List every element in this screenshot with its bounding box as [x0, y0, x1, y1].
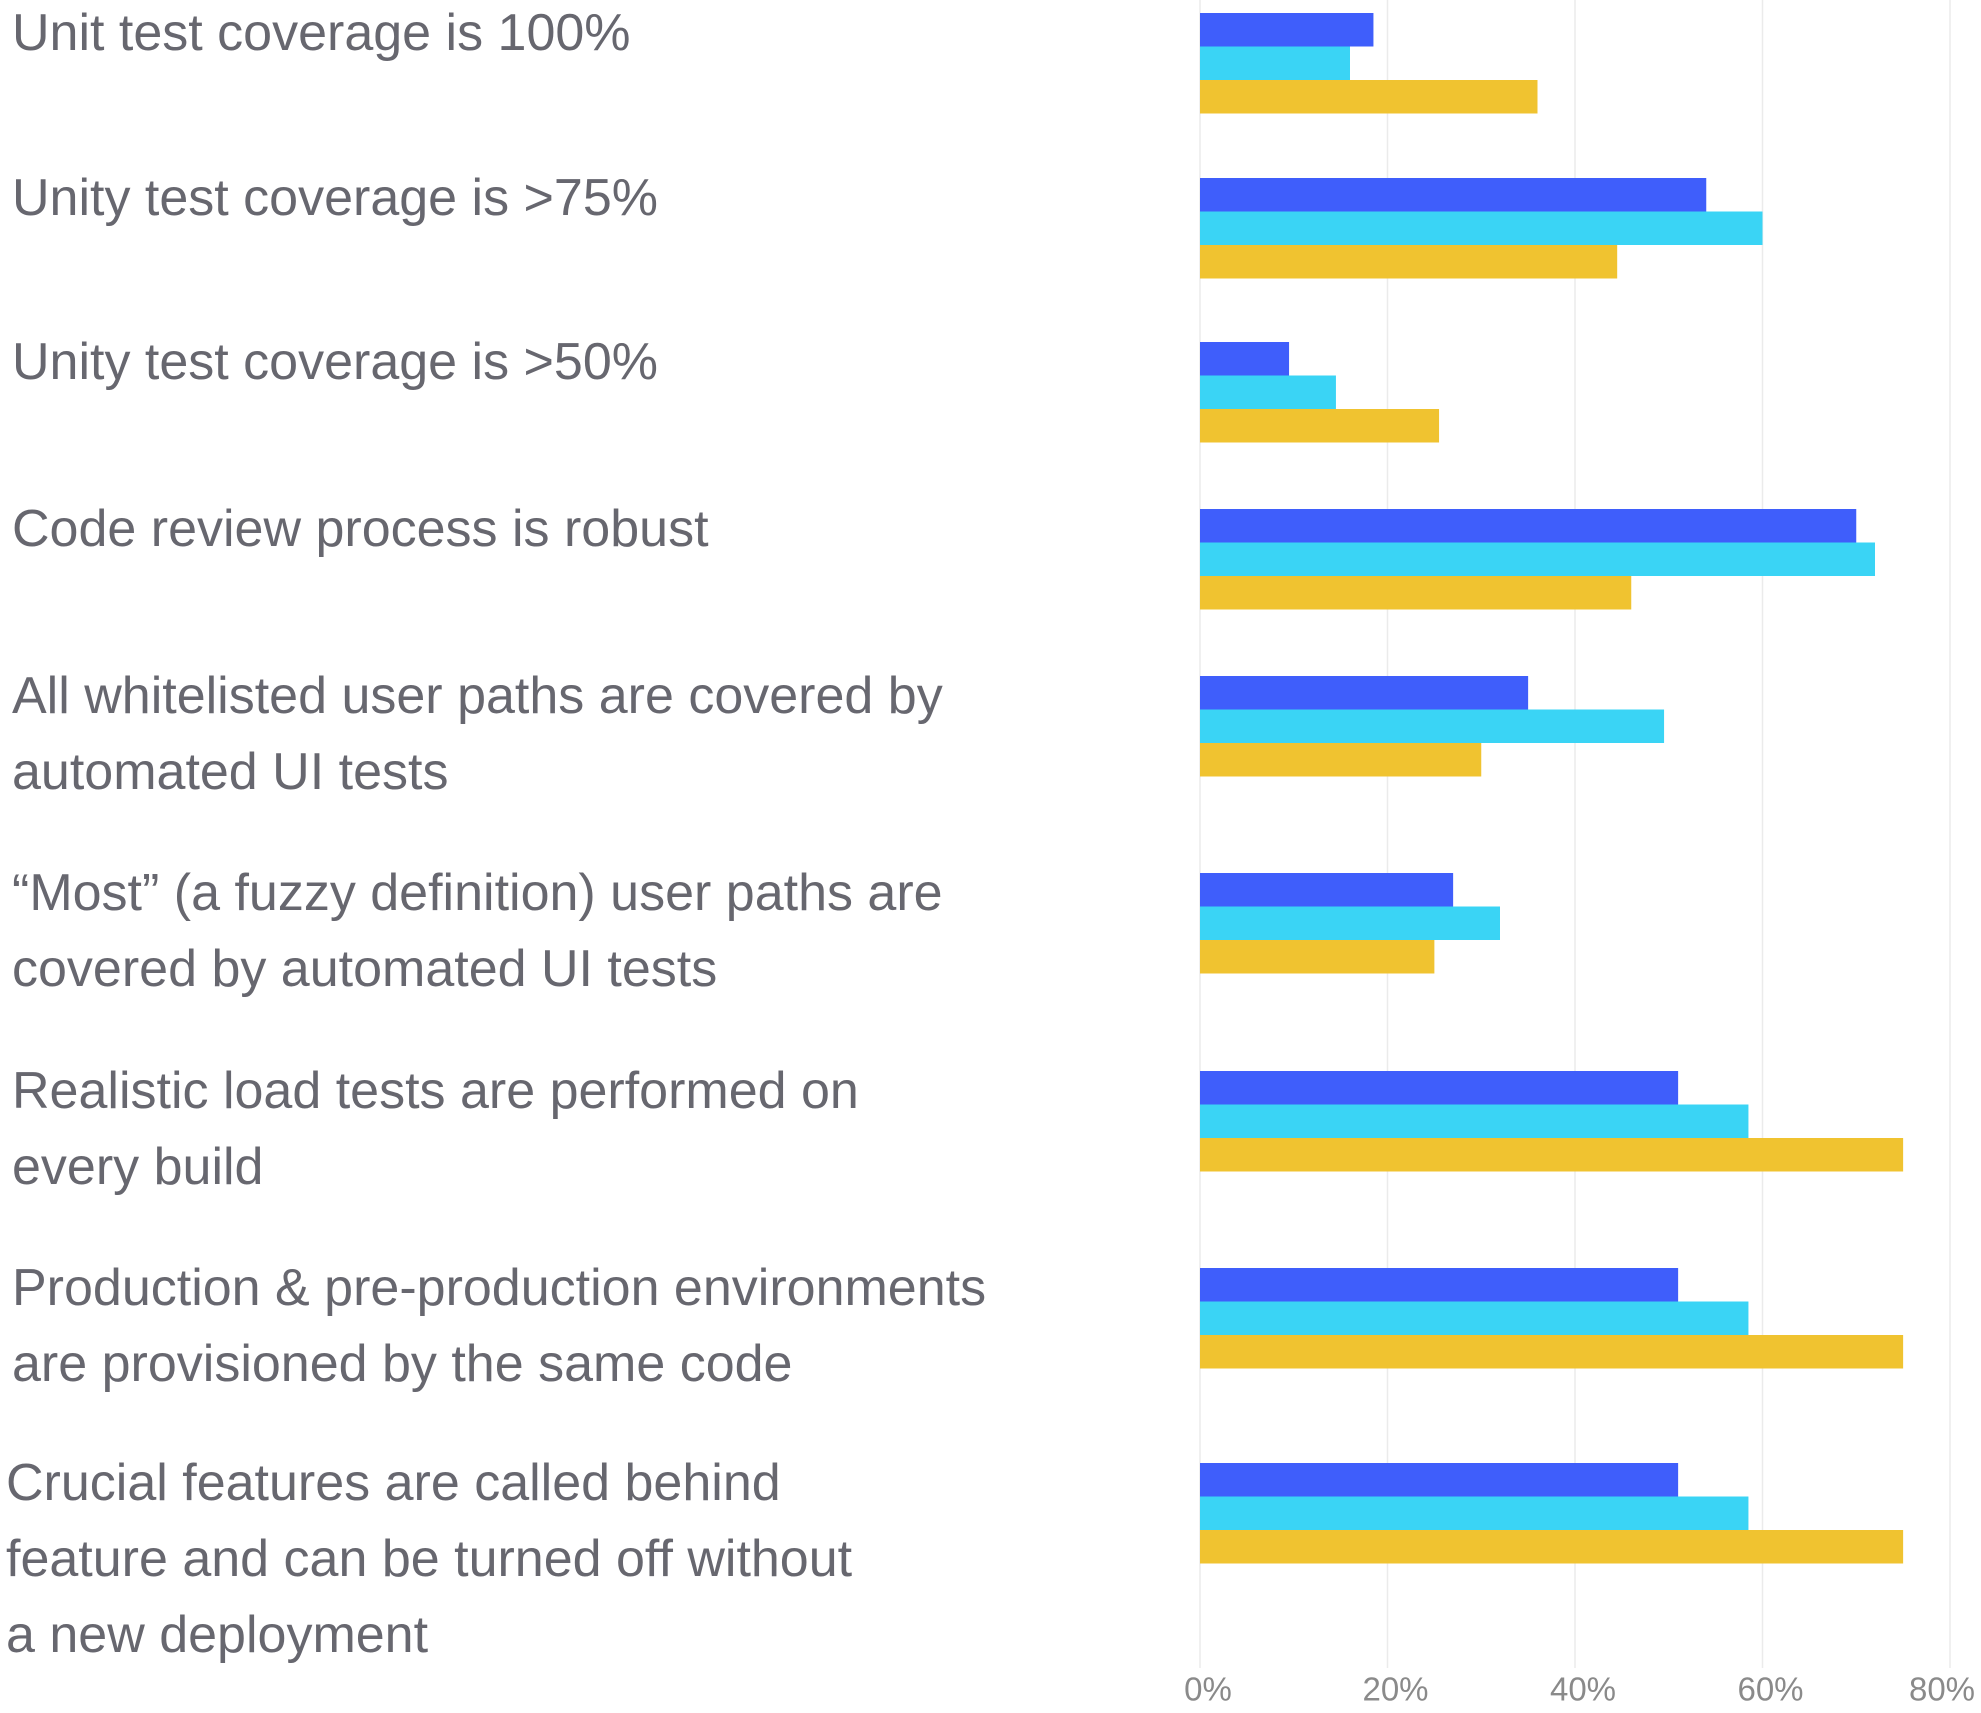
- x-tick-label: 0%: [1184, 1671, 1232, 1708]
- category-label: Unity test coverage is >75%: [12, 169, 658, 227]
- category-label: All whitelisted user paths are covered b…: [12, 667, 943, 801]
- bar: [1200, 1138, 1904, 1172]
- bar: [1200, 1335, 1904, 1369]
- bar: [1200, 542, 1875, 576]
- x-tick-label: 60%: [1737, 1671, 1803, 1708]
- bar: [1200, 576, 1632, 610]
- bar: [1200, 509, 1857, 543]
- x-tick-label: 40%: [1550, 1671, 1616, 1708]
- bar: [1200, 211, 1763, 245]
- bar: [1200, 676, 1529, 710]
- category-label: Code review process is robust: [12, 500, 709, 558]
- bar: [1200, 375, 1336, 409]
- x-tick-label: 20%: [1362, 1671, 1428, 1708]
- category-label: Unit test coverage is 100%: [12, 4, 631, 62]
- bar: [1200, 873, 1454, 907]
- bar: [1200, 940, 1435, 974]
- bar: [1200, 709, 1665, 743]
- category-label: Unity test coverage is >50%: [12, 333, 658, 391]
- bar: [1200, 743, 1482, 777]
- bar: [1200, 1104, 1749, 1138]
- bar: [1200, 409, 1440, 443]
- bar: [1200, 13, 1374, 47]
- bar: [1200, 1268, 1679, 1302]
- x-tick-label: 80%: [1909, 1671, 1975, 1708]
- bar: [1200, 80, 1538, 114]
- bar: [1200, 1301, 1749, 1335]
- category-label: Crucial features are called behind featu…: [6, 1454, 853, 1664]
- bar: [1200, 1463, 1679, 1497]
- bar: [1200, 1496, 1749, 1530]
- bar: [1200, 178, 1707, 212]
- category-label: Production & pre-production environments…: [12, 1259, 987, 1393]
- category-label: “Most” (a fuzzy definition) user paths a…: [12, 864, 943, 998]
- bar: [1200, 906, 1500, 940]
- category-label: Realistic load tests are performed on ev…: [12, 1062, 859, 1196]
- bar: [1200, 1071, 1679, 1105]
- bar: [1200, 245, 1618, 279]
- bar: [1200, 342, 1290, 376]
- bar: [1200, 1530, 1904, 1564]
- bar: [1200, 46, 1350, 80]
